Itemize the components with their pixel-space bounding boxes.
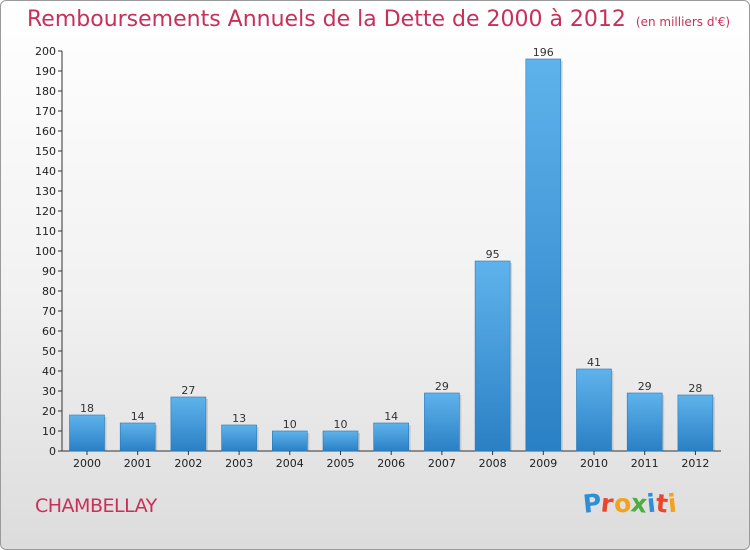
proxiti-logo: Proxiti xyxy=(582,488,678,519)
bar-value-label: 10 xyxy=(334,418,348,431)
y-tick-label: 70 xyxy=(42,305,56,318)
y-tick-label: 10 xyxy=(42,425,56,438)
bar xyxy=(119,422,156,452)
x-tick-label: 2006 xyxy=(377,457,405,470)
bar-value-label: 27 xyxy=(181,384,195,397)
x-tick-label: 2003 xyxy=(225,457,253,470)
bar xyxy=(677,394,714,452)
y-tick-label: 100 xyxy=(35,245,56,258)
y-tick-label: 150 xyxy=(35,145,56,158)
y-tick-label: 40 xyxy=(42,365,56,378)
bar-value-label: 10 xyxy=(283,418,297,431)
x-tick-label: 2011 xyxy=(631,457,659,470)
bar-value-label: 29 xyxy=(638,380,652,393)
bar xyxy=(221,424,257,452)
chart-unit: (en milliers d'€) xyxy=(635,15,731,29)
bar-value-label: 14 xyxy=(384,410,398,423)
x-tick-label: 2005 xyxy=(327,457,355,470)
bar xyxy=(576,368,612,452)
x-tick-label: 2008 xyxy=(479,457,507,470)
y-tick-label: 180 xyxy=(35,85,56,98)
y-tick-label: 110 xyxy=(35,225,56,238)
y-tick-label: 190 xyxy=(35,65,56,78)
x-tick-label: 2009 xyxy=(529,457,557,470)
bar xyxy=(626,392,663,452)
bar-value-label: 95 xyxy=(486,248,500,261)
y-tick-label: 20 xyxy=(42,405,56,418)
y-tick-label: 90 xyxy=(42,265,56,278)
bar xyxy=(170,396,207,452)
chart-title: Remboursements Annuels de la Dette de 20… xyxy=(27,7,730,32)
chart-title-text: Remboursements Annuels de la Dette de 20… xyxy=(27,7,626,32)
x-tick-label: 2012 xyxy=(681,457,709,470)
bar xyxy=(424,392,460,452)
logo-letter: i xyxy=(666,488,678,519)
y-tick-label: 200 xyxy=(35,45,56,58)
commune-name: CHAMBELLAY xyxy=(35,495,157,517)
x-tick-label: 2002 xyxy=(174,457,202,470)
x-tick-label: 2000 xyxy=(73,457,101,470)
bar-value-label: 41 xyxy=(587,356,601,369)
y-tick-label: 50 xyxy=(42,345,56,358)
y-tick-label: 120 xyxy=(35,205,56,218)
x-tick-label: 2004 xyxy=(276,457,304,470)
y-tick-label: 0 xyxy=(49,445,56,458)
y-tick-label: 170 xyxy=(35,105,56,118)
bar-value-label: 28 xyxy=(688,382,702,395)
y-tick-label: 160 xyxy=(35,125,56,138)
x-tick-label: 2010 xyxy=(580,457,608,470)
y-tick-label: 130 xyxy=(35,185,56,198)
x-tick-label: 2001 xyxy=(124,457,152,470)
x-tick-label: 2007 xyxy=(428,457,456,470)
bar-value-label: 29 xyxy=(435,380,449,393)
bar-value-label: 13 xyxy=(232,412,246,425)
y-tick-label: 60 xyxy=(42,325,56,338)
bar xyxy=(474,260,511,452)
bar-value-label: 196 xyxy=(533,46,554,59)
y-tick-label: 80 xyxy=(42,285,56,298)
bar xyxy=(322,430,359,452)
bar xyxy=(69,414,105,452)
bar xyxy=(525,58,562,452)
bar-value-label: 18 xyxy=(80,402,94,415)
bar xyxy=(271,430,308,452)
bar-value-label: 14 xyxy=(131,410,145,423)
y-tick-label: 140 xyxy=(35,165,56,178)
y-tick-label: 30 xyxy=(42,385,56,398)
bar xyxy=(373,422,410,452)
